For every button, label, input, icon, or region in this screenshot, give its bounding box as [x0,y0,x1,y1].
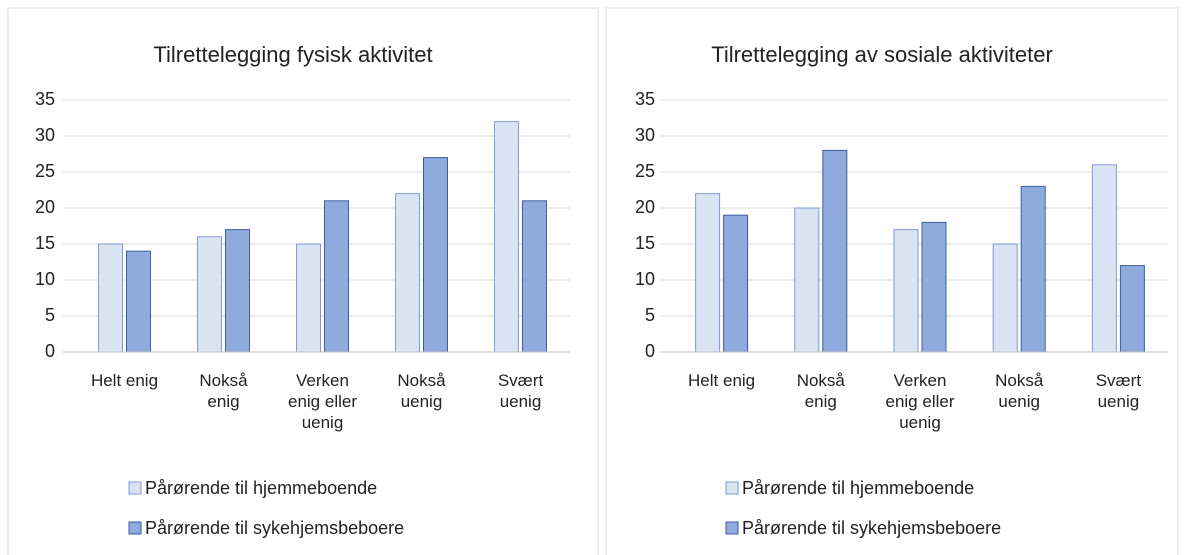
x-tick-label: Nokså uenig [397,371,446,411]
y-tick-label: 30 [635,125,655,145]
legend-label: Pårørende til hjemmeboende [742,478,974,498]
y-tick-label: 10 [35,269,55,289]
bar [1091,164,1117,353]
x-tick-label: Verken enig eller uenig [885,371,955,432]
y-tick-label: 5 [645,305,655,325]
x-tick-label: Nokså uenig [995,371,1044,411]
legend-label: Pårørende til hjemmeboende [145,478,377,498]
y-tick-label: 35 [35,89,55,109]
bar [893,229,919,353]
x-tick-label: Svært uenig [1095,371,1142,411]
x-tick-label: Svært uenig [497,371,544,411]
y-tick-label: 10 [635,269,655,289]
bar [197,236,222,353]
bar [395,193,420,353]
y-tick-label: 20 [635,197,655,217]
bar [992,243,1018,353]
y-tick-label: 30 [35,125,55,145]
legend-label: Pårørende til sykehjemsbeboere [145,518,404,538]
bar [494,121,519,353]
legend-swatch [128,521,142,535]
bar [822,149,848,353]
bar [695,193,721,353]
y-tick-label: 15 [635,233,655,253]
bar [423,157,448,353]
bar [98,243,123,353]
y-tick-label: 0 [45,341,55,361]
y-tick-label: 0 [645,341,655,361]
bar [522,200,547,353]
bar [723,214,749,353]
y-tick-label: 25 [635,161,655,181]
bar [296,243,321,353]
bar [324,200,349,353]
panel-border [7,7,599,555]
x-tick-label: Nokså enig [199,371,248,411]
bar [126,250,151,353]
bar [1119,265,1145,353]
x-tick-label: Verken enig eller uenig [288,371,357,432]
chart-title: Tilrettelegging av sosiale aktiviteter [711,42,1053,67]
panel-border [605,7,1179,555]
bar [921,221,947,353]
legend-swatch [725,521,739,535]
chart-title: Tilrettelegging fysisk aktivitet [153,42,432,67]
bar [1020,185,1046,353]
legend-swatch [725,481,739,495]
y-tick-label: 35 [635,89,655,109]
bar [225,229,250,353]
legend-swatch [128,481,142,495]
bar [794,207,820,353]
y-tick-label: 20 [35,197,55,217]
x-tick-label: Nokså enig [796,371,845,411]
x-tick-label: Helt enig [688,371,756,390]
legend-label: Pårørende til sykehjemsbeboere [742,518,1001,538]
y-tick-label: 25 [35,161,55,181]
y-tick-label: 5 [45,305,55,325]
y-tick-label: 15 [35,233,55,253]
x-tick-label: Helt enig [90,371,159,390]
